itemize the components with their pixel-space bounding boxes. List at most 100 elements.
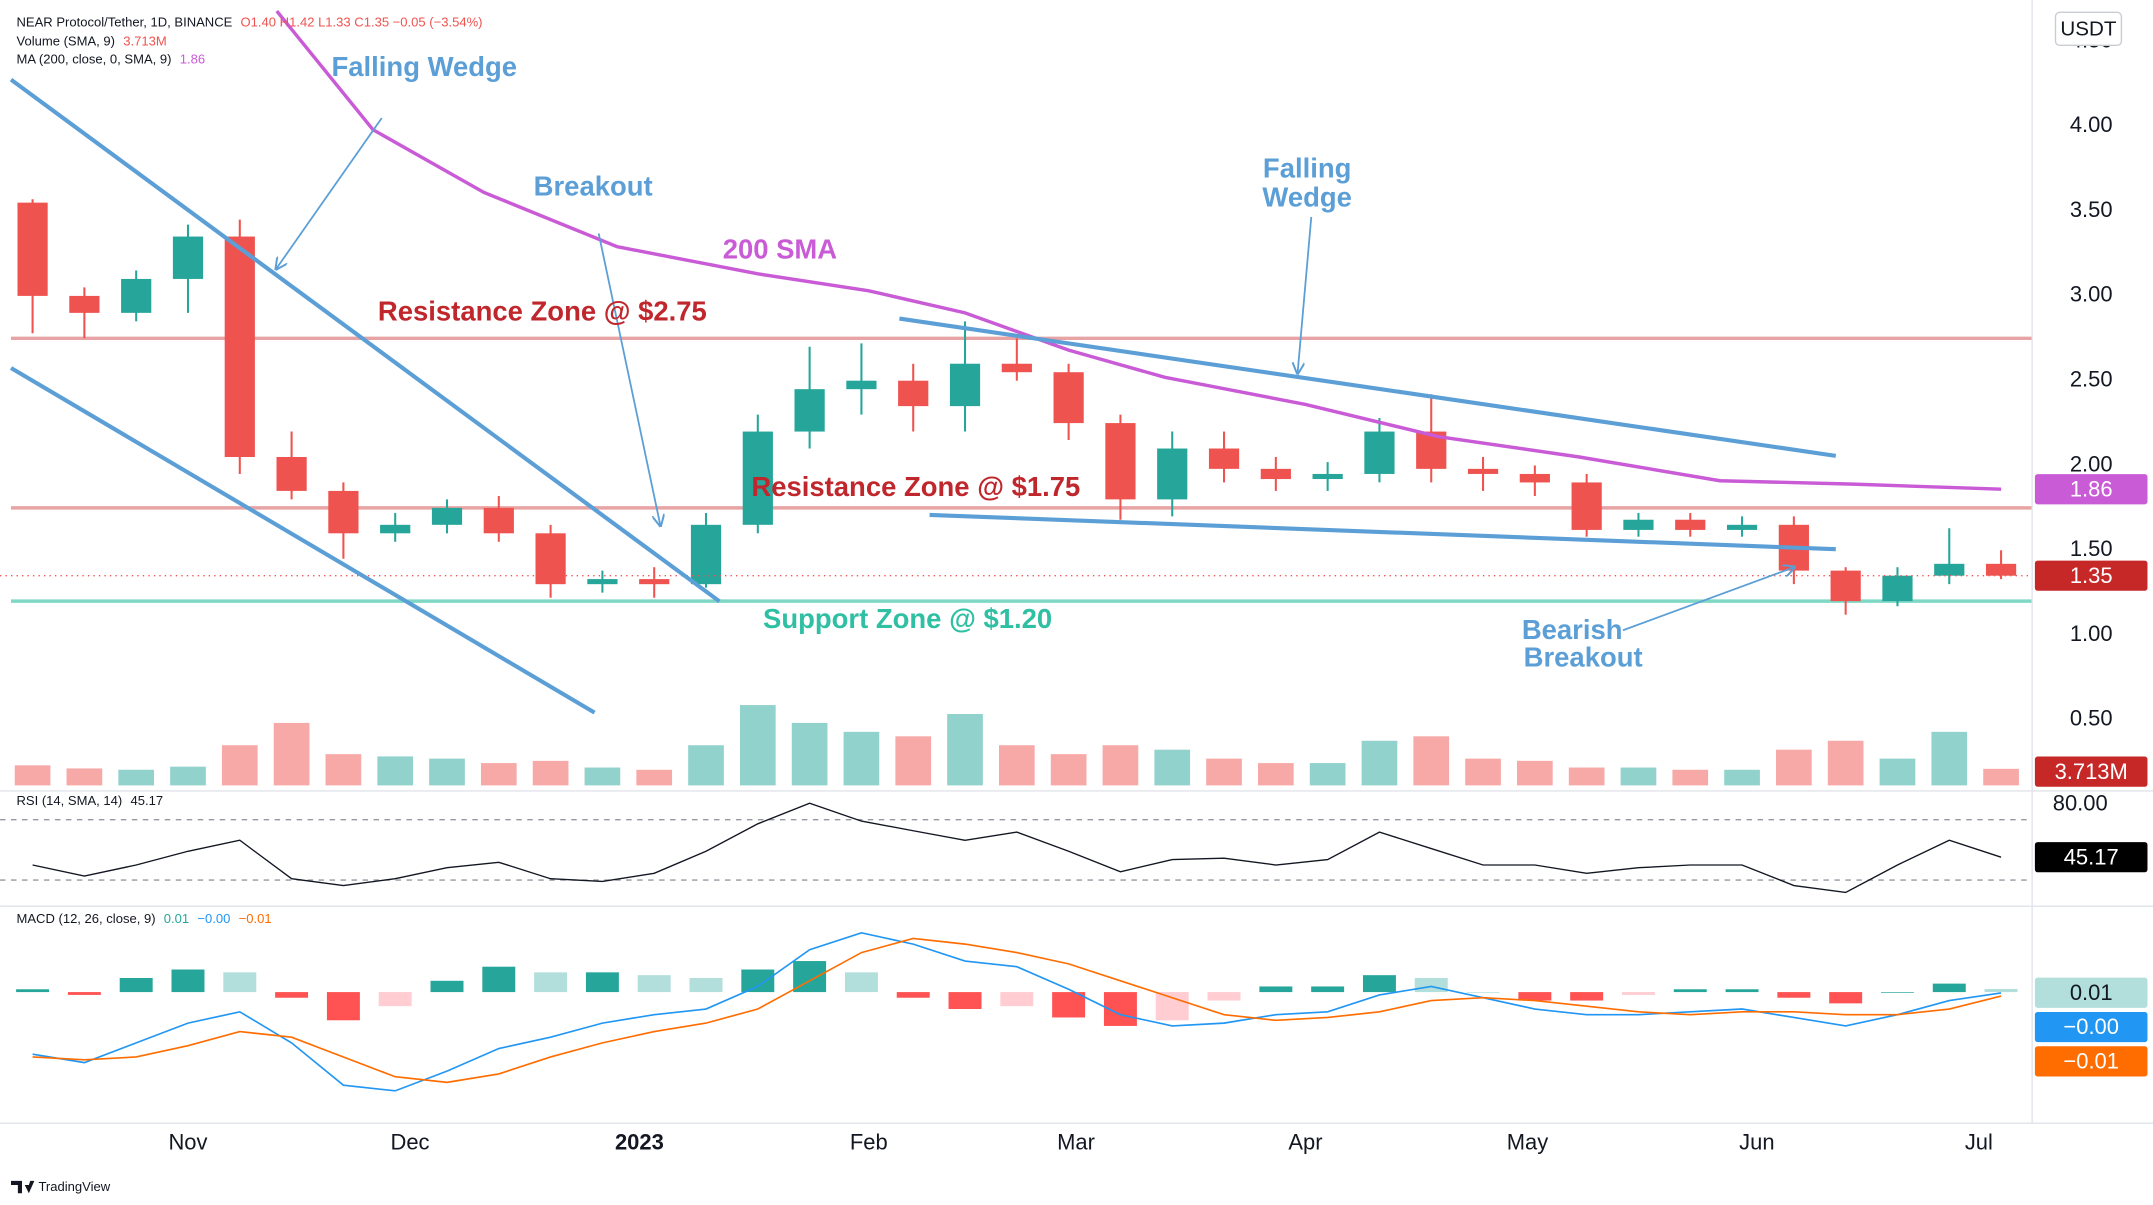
annotation: Wedge <box>1262 181 1352 212</box>
rsi-last-label: 45.17 <box>2064 844 2119 869</box>
candle-body <box>1934 563 1965 576</box>
histogram-bar <box>689 977 723 993</box>
candle-body <box>794 389 825 432</box>
y-tick-label: 3.00 <box>2070 282 2113 307</box>
signal-value: −0.01 <box>239 911 272 926</box>
volume-bar <box>1154 749 1191 786</box>
histogram-bar <box>171 969 205 993</box>
volume-bar <box>221 745 258 786</box>
y-tick-label: 3.50 <box>2070 197 2113 222</box>
candle-body <box>1675 519 1706 530</box>
histogram-bar <box>223 972 257 993</box>
volume-bar <box>325 754 362 786</box>
candle-body <box>1001 363 1032 373</box>
legend-line: Volume (SMA, 9) 3.713M <box>16 34 166 49</box>
candle-body <box>949 363 981 407</box>
wedge-line <box>9 366 596 715</box>
candle-body <box>172 236 204 279</box>
histogram-bar <box>1725 989 1759 993</box>
volume-bar <box>480 763 517 786</box>
signal-last-label: −0.01 <box>2063 1049 2119 1074</box>
candle-body <box>1519 473 1550 483</box>
volume-bar <box>429 758 465 786</box>
volume-bar <box>843 731 880 786</box>
volume-bar <box>1568 767 1605 786</box>
histogram-bar <box>430 980 464 993</box>
candle-body <box>1364 431 1395 474</box>
y-tick-label: 1.50 <box>2070 536 2113 561</box>
rsi-line <box>32 802 2002 894</box>
histogram-bar <box>1880 992 1914 993</box>
volume-last-label-box <box>2034 756 2148 787</box>
histogram-bar <box>637 975 671 993</box>
candle-body <box>690 524 722 585</box>
volume-bar <box>14 765 51 786</box>
layers <box>0 9 2033 1092</box>
volume-bar <box>895 736 932 786</box>
close-last-label-box <box>2034 560 2148 591</box>
volume-bar <box>998 745 1035 786</box>
volume-bar <box>1102 745 1139 786</box>
macd-name: MACD (12, 26, close, 9) <box>16 911 155 926</box>
candle-body <box>1571 482 1602 530</box>
volume-bar <box>1879 758 1916 786</box>
histogram-last-label-box <box>2034 977 2148 1008</box>
price-layer <box>0 9 2033 615</box>
y-tick-label: 4.00 <box>2070 112 2113 137</box>
volume-bar <box>377 756 414 786</box>
y-tick-label: 0.50 <box>2070 706 2113 731</box>
candle-body <box>1312 473 1343 480</box>
signal-line <box>32 937 2002 1084</box>
histogram-bar <box>1932 983 1966 993</box>
arrow <box>1622 567 1795 632</box>
histogram-bar <box>1984 988 2018 993</box>
volume-bar <box>1931 731 1968 786</box>
candle-body <box>1053 372 1084 424</box>
histogram-bar <box>948 992 982 1010</box>
candle-body <box>380 524 411 534</box>
volume-bar <box>947 713 983 786</box>
histogram-bar <box>1052 992 1086 1018</box>
volume-bar <box>636 769 673 786</box>
histogram-bar <box>585 972 619 993</box>
brand: TradingView <box>38 1179 110 1194</box>
y-tick-label: 2.50 <box>2070 366 2113 391</box>
arrow <box>276 117 383 269</box>
rsi-name: RSI (14, SMA, 14) <box>16 793 122 808</box>
volume-bar <box>66 768 103 786</box>
zone-label: Resistance Zone @ $1.75 <box>751 471 1080 502</box>
volume-bar <box>118 769 155 786</box>
candle-body <box>224 236 255 457</box>
volume-bar <box>1361 740 1398 786</box>
volume-bar <box>532 760 569 786</box>
candle-body <box>69 295 100 313</box>
volume-bar <box>1724 769 1760 786</box>
x-tick-label: May <box>1507 1130 1548 1155</box>
x-tick-label: 2023 <box>615 1130 664 1155</box>
volume-bar <box>1983 768 2019 786</box>
candle-body <box>587 579 618 585</box>
y-tick-label: 1.00 <box>2070 621 2113 646</box>
axis-layer: Nov Dec 2023 Feb Mar Apr May Jun Jul 0.50 1.00 1.50… <box>168 27 2148 1155</box>
histogram-bar <box>1673 989 1707 993</box>
legend-line: MA (200, close, 0, SMA, 9) 1.86 <box>16 52 205 67</box>
annotation: 200 SMA <box>723 234 838 265</box>
arrow <box>1298 216 1313 374</box>
histogram-bar <box>326 992 360 1021</box>
volume-bar <box>1620 767 1657 786</box>
candle-body <box>1623 519 1654 530</box>
zone-label: Resistance Zone @ $2.75 <box>378 295 707 326</box>
candle-body <box>328 490 359 534</box>
histogram-bar <box>1777 992 1811 998</box>
histogram-bar <box>1155 992 1189 1021</box>
annotation: Falling Wedge <box>332 51 518 82</box>
histogram-bar <box>1259 986 1293 993</box>
volume-bar <box>1257 763 1294 786</box>
x-tick-label: Jul <box>1965 1130 1993 1155</box>
ma-last-label: 1.86 <box>2070 476 2113 501</box>
annotation: Breakout <box>534 170 653 201</box>
volume-last-label: 3.713M <box>2055 759 2128 784</box>
volume-bar <box>688 745 724 786</box>
ma-line <box>275 9 2002 491</box>
